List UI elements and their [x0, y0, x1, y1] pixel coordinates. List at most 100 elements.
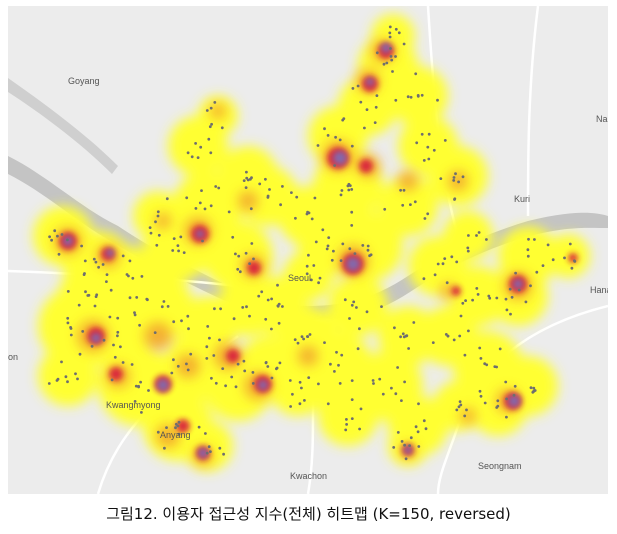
place-labels: Goyang Seoul Kuri Hana Kwangmyong Anyang…: [8, 76, 608, 481]
heat-blob-peak: [346, 257, 360, 271]
facility-point: [288, 379, 292, 382]
facility-point: [189, 352, 193, 356]
facility-point: [375, 51, 379, 55]
facility-point: [333, 370, 336, 373]
facility-point: [56, 377, 60, 381]
facility-point: [326, 244, 330, 248]
facility-point: [177, 420, 181, 424]
facility-point: [532, 389, 536, 393]
facility-point: [77, 303, 81, 307]
facility-point: [57, 252, 61, 256]
facility-point: [113, 355, 117, 359]
heat-blob-mid: [298, 346, 318, 366]
facility-point: [412, 321, 416, 324]
facility-point: [510, 295, 514, 299]
facility-point: [90, 344, 94, 348]
facility-point: [446, 334, 450, 338]
facility-point: [237, 254, 241, 258]
place-label-seoul: Seoul: [288, 273, 311, 283]
facility-point: [199, 145, 203, 149]
facility-point: [400, 399, 403, 402]
facility-point: [573, 259, 576, 263]
facility-point: [153, 331, 157, 334]
facility-point: [529, 284, 532, 288]
facility-point: [209, 450, 212, 453]
facility-point: [416, 430, 420, 434]
facility-point: [400, 440, 404, 443]
facility-point: [373, 121, 377, 124]
facility-point: [351, 87, 355, 90]
facility-point: [264, 317, 268, 321]
facility-point: [347, 182, 351, 186]
facility-point: [563, 256, 566, 260]
facility-point: [393, 326, 396, 330]
facility-point: [302, 337, 305, 341]
heat-blob-peak: [106, 249, 114, 257]
facility-point: [514, 271, 517, 275]
facility-point: [316, 144, 320, 147]
facility-point: [401, 332, 405, 336]
facility-point: [242, 179, 246, 183]
facility-point: [422, 277, 426, 281]
facility-point: [60, 360, 63, 364]
facility-point: [495, 296, 499, 300]
facility-point: [382, 62, 386, 66]
facility-point: [60, 233, 64, 236]
facility-point: [476, 293, 480, 296]
facility-point: [53, 229, 57, 233]
facility-point: [197, 425, 201, 429]
heat-blob-peak: [333, 151, 347, 165]
facility-point: [92, 257, 96, 261]
facility-point: [422, 159, 426, 162]
facility-point: [423, 217, 427, 220]
facility-point: [300, 386, 303, 390]
facility-point: [298, 402, 302, 406]
facility-point: [375, 94, 379, 97]
facility-point: [145, 297, 149, 301]
facility-point: [452, 179, 456, 182]
facility-point: [350, 144, 354, 148]
heat-blob-peak: [508, 395, 520, 407]
facility-point: [432, 148, 436, 152]
facility-point: [385, 61, 389, 65]
facility-point: [80, 244, 83, 248]
place-label-kuri: Kuri: [514, 194, 530, 204]
facility-point: [251, 371, 255, 374]
facility-point: [78, 352, 82, 356]
facility-point: [157, 233, 161, 237]
facility-point: [359, 407, 363, 411]
facility-point: [294, 216, 297, 220]
facility-point: [402, 42, 406, 46]
facility-point: [459, 314, 463, 318]
facility-point: [340, 353, 344, 357]
facility-point: [479, 394, 483, 398]
facility-point: [209, 151, 213, 155]
facility-point: [134, 384, 138, 388]
place-label-anyang: Anyang: [160, 430, 191, 440]
facility-point: [209, 106, 213, 110]
facility-point: [335, 350, 338, 354]
facility-point: [93, 304, 97, 308]
heatmap-map: Goyang Seoul Kuri Hana Kwangmyong Anyang…: [8, 6, 608, 494]
heat-blob-mid: [460, 408, 476, 424]
facility-point: [313, 196, 317, 200]
facility-point: [140, 411, 143, 414]
facility-point: [241, 306, 245, 309]
facility-point: [403, 443, 406, 447]
facility-point: [452, 338, 456, 342]
facility-point: [203, 207, 207, 211]
facility-point: [232, 317, 236, 321]
facility-point: [390, 58, 394, 62]
facility-point: [66, 316, 70, 320]
facility-point: [236, 362, 240, 366]
facility-point: [200, 189, 203, 193]
facility-point: [270, 327, 273, 331]
facility-point: [205, 345, 209, 349]
facility-point: [176, 424, 180, 428]
facility-point: [290, 191, 293, 195]
facility-point: [332, 249, 335, 253]
facility-point: [350, 210, 354, 214]
facility-point: [524, 300, 528, 304]
facility-point: [339, 193, 343, 197]
facility-point: [338, 138, 342, 142]
